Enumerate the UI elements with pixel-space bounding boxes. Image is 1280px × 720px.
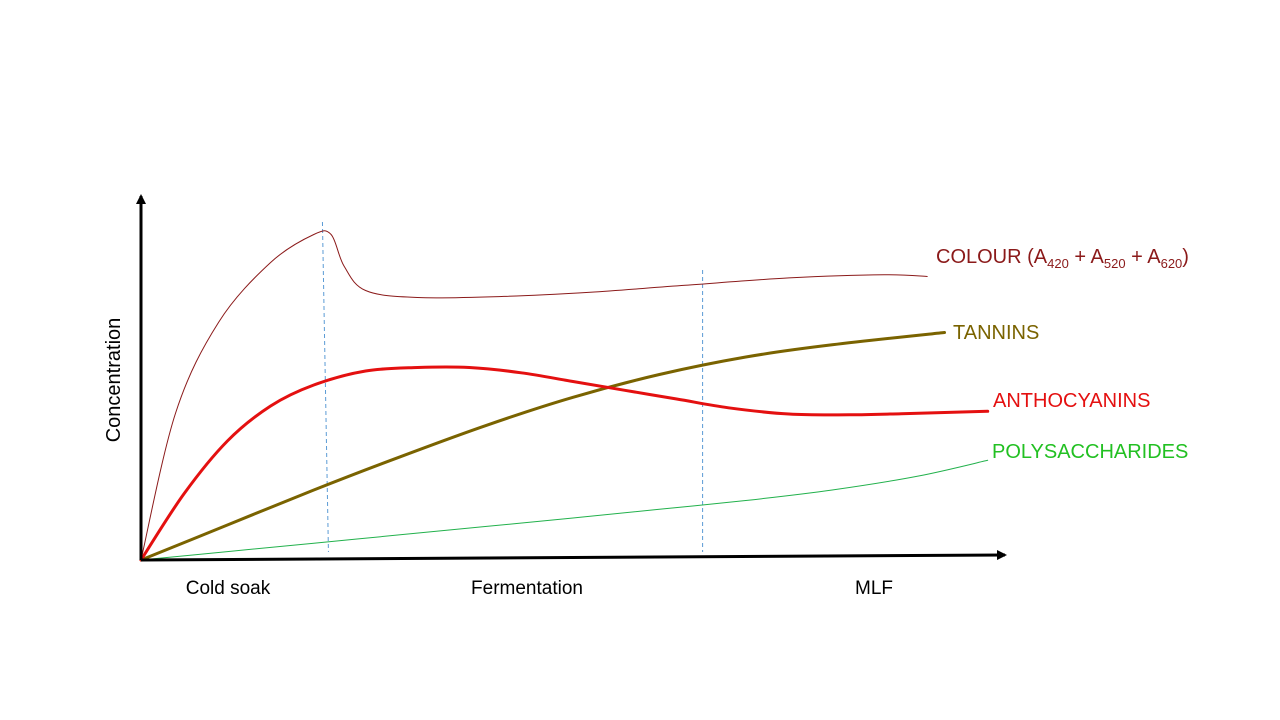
- phase-label-2: Fermentation: [471, 578, 583, 599]
- series-line-polysaccharides: [140, 459, 989, 561]
- x-axis: [140, 550, 1007, 562]
- series-label-colour: COLOUR (A420 + A520 + A620): [936, 246, 1189, 271]
- series-line-colour: [140, 230, 928, 561]
- phase-label-1: Cold soak: [186, 578, 271, 599]
- phase-label-3: MLF: [855, 578, 893, 599]
- phase-divider-1: [321, 221, 329, 553]
- y-axis-label: Concentration: [103, 318, 125, 443]
- series-label-tannins: TANNINS: [953, 322, 1039, 344]
- series-label-anthocyanins: ANTHOCYANINS: [993, 390, 1150, 412]
- series-labels: COLOUR (A420 + A520 + A620) TANNINS ANTHOC…: [936, 246, 1189, 463]
- series-line-anthocyanins: [139, 365, 990, 562]
- series-line-tannins: [139, 331, 946, 562]
- series-label-polysaccharides: POLYSACCHARIDES: [992, 441, 1188, 463]
- series-lines: [139, 230, 990, 562]
- phase-labels: Cold soak Fermentation MLF: [186, 578, 893, 599]
- phase-dividers: [321, 221, 704, 553]
